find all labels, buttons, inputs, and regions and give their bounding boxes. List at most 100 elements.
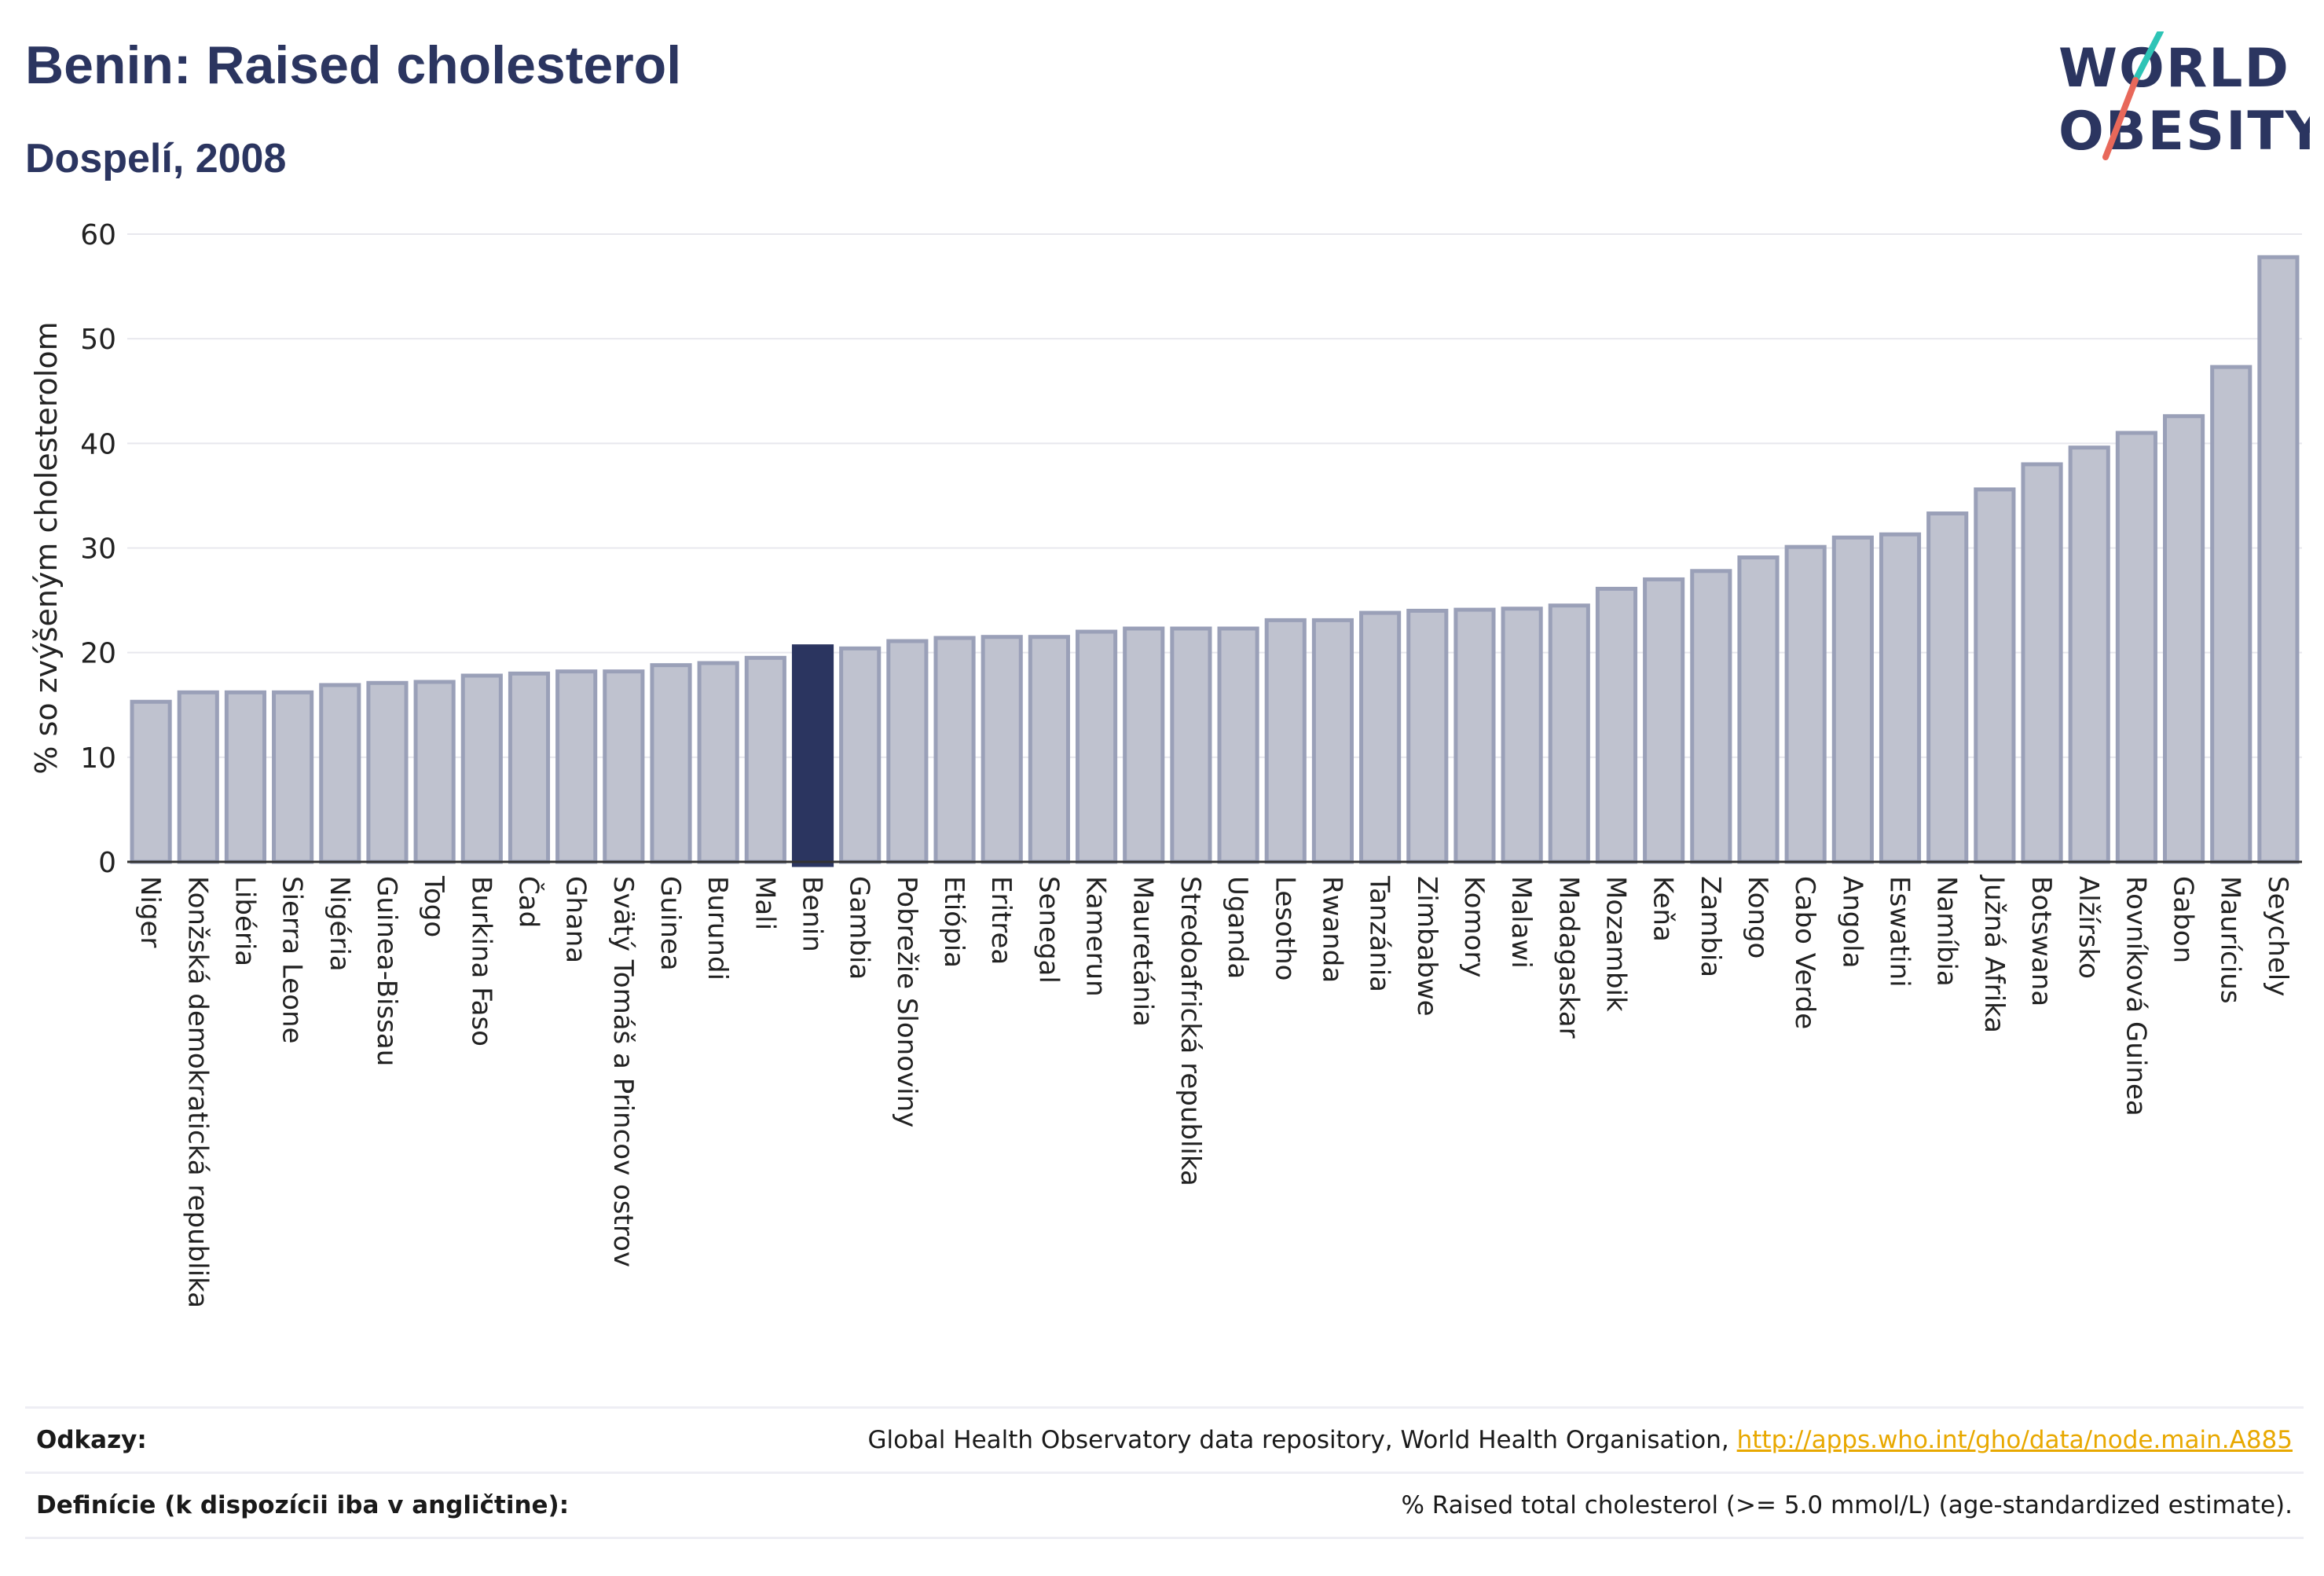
x-tick-label: Mali [749,876,780,930]
x-tick-label: Malawi [1505,876,1537,969]
bar-mali [744,655,786,864]
bar-rovn-kov-guinea [2115,431,2157,864]
x-tick-label: Cabo Verde [1789,876,1820,1029]
y-tick-label: 20 [80,638,116,670]
bar-chart: 0 10 20 30 40 50 60 Niger Konžská demokratická … [29,219,2302,1308]
x-tick-label: Zambia [1695,876,1726,977]
x-tick-label: Eswatini [1884,876,1915,988]
bar-gambia [839,646,882,864]
bar-mozambik [1595,586,1638,864]
bar-mauret-nia [1123,626,1165,864]
chart-title: Benin: Raised cholesterol [25,35,682,95]
y-tick-label: 30 [80,533,116,566]
bar-sierra-leone [272,690,314,864]
x-tick-label: Zimbabwe [1411,876,1442,1017]
bar-ju-n-afrika [1974,487,2016,864]
x-tick-label: Maurícius [2215,876,2246,1004]
x-tick-label: Angola [1836,876,1868,968]
bar-zimbabwe [1406,608,1449,864]
x-tick-label: Burkina Faso [465,876,497,1046]
y-axis-ticks: 0 10 20 30 40 50 60 [80,219,116,879]
bar-nam-bia [1926,511,1969,864]
references-text: Global Health Observatory data repositor… [867,1426,1737,1454]
bar-lib-ria [224,690,267,864]
bar-kamerun [1075,629,1118,864]
references-row: Odkazy: Global Health Observatory data r… [25,1406,2304,1472]
y-tick-label: 40 [80,428,116,460]
bar-lesotho [1264,618,1307,864]
x-tick-label: Tanzánia [1364,875,1395,992]
bar-burundi [697,661,739,864]
references-label: Odkazy: [36,1426,147,1454]
x-tick-label: Burundi [702,876,733,980]
y-tick-label: 10 [80,742,116,775]
x-tick-label: Benin [797,876,828,952]
x-tick-label: Sierra Leone [277,876,308,1043]
bars [130,255,2300,867]
x-tick-label: Gambia [844,876,875,980]
bar-togo [413,680,456,864]
x-tick-label: Guinea-Bissau [371,876,402,1066]
bar-ke-a [1643,577,1685,864]
bar-ghana [555,669,598,864]
bar-burkina-faso [460,673,503,864]
x-tick-label: Svätý Tomáš a Princov ostrov [607,876,639,1267]
references-value: Global Health Observatory data repositor… [868,1426,2293,1454]
chart-subtitle: Dospelí, 2008 [25,136,287,181]
bar-benin [791,644,834,867]
bar-eti-pia [933,636,976,864]
x-tick-label: Kongo [1742,876,1773,958]
bar-cabo-verde [1784,544,1827,864]
x-tick-label: Lesotho [1269,876,1300,980]
bar--ad [508,671,551,864]
bar-eswatini [1879,532,1922,864]
bar-komory [1453,607,1496,864]
bar-pobre-ie-slonoviny [886,639,929,864]
x-axis-ticks: Niger Konžská demokratická republika Libér… [134,874,2293,1308]
x-tick-label: Kamerun [1080,876,1112,997]
y-axis-label: % so zvýšeným cholesterolom [29,321,64,774]
bar-zambia [1690,569,1732,864]
x-tick-label: Gabon [2168,876,2199,963]
x-tick-label: Ghana [560,876,592,963]
x-tick-label: Rovníková Guinea [2120,876,2151,1116]
bar-malawi [1501,607,1543,864]
bar-al-rsko [2068,445,2110,864]
x-tick-label: Libéria [229,876,260,966]
x-tick-label: Stredoafrická republika [1175,876,1206,1186]
bar-seychely [2257,255,2300,864]
x-tick-label: Pobrežie Slonoviny [891,876,922,1127]
logo-line1: WORLD [2058,38,2290,100]
x-tick-label: Etiópia [938,876,970,968]
x-tick-label: Nigéria [324,876,355,972]
y-tick-label: 50 [80,324,116,356]
x-tick-label: Guinea [654,876,686,971]
bar-kon-sk-demokratick-republika [177,690,219,864]
references-link[interactable]: http://apps.who.int/gho/data/node.main.A… [1736,1426,2293,1454]
bar-botswana [2021,462,2063,864]
definitions-label: Definície (k dispozícii iba v angličtine… [36,1491,570,1519]
x-tick-label: Mauretánia [1127,876,1159,1027]
x-tick-label: Južná Afrika [1978,874,2010,1033]
bar-stredoafrick-republika [1170,626,1212,864]
bar-kongo [1737,555,1780,864]
x-tick-label: Eritrea [985,876,1017,965]
bar-uganda [1217,626,1259,864]
x-tick-label: Alžírsko [2073,876,2104,979]
y-tick-label: 0 [98,847,116,879]
x-tick-label: Niger [134,876,166,947]
x-tick-label: Togo [418,875,449,937]
x-tick-label: Komory [1458,876,1490,977]
bar-madagaskar [1548,603,1590,864]
x-tick-label: Rwanda [1316,876,1347,983]
x-tick-label: Uganda [1222,876,1253,979]
bar-tanz-nia [1359,610,1402,864]
y-tick-label: 60 [80,219,116,251]
bar-niger [130,699,172,864]
x-tick-label: Senegal [1032,876,1064,984]
bar-guinea [650,663,692,864]
x-tick-label: Namíbia [1931,876,1963,987]
definitions-text: % Raised total cholesterol (>= 5.0 mmol/… [1401,1491,2293,1519]
x-tick-label: Seychely [2262,876,2293,996]
definitions-row: Definície (k dispozícii iba v angličtine… [25,1472,2304,1539]
